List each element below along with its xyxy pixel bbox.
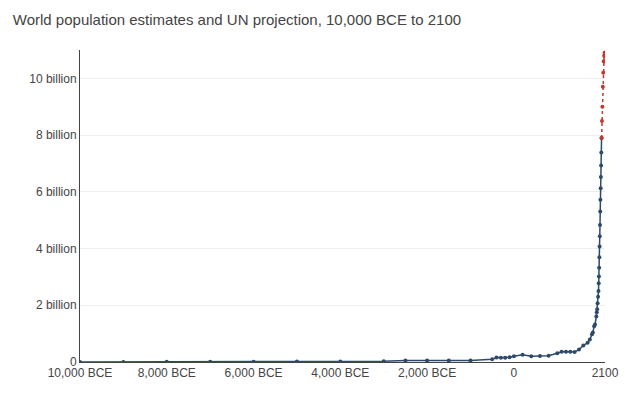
svg-text:2 billion: 2 billion bbox=[36, 298, 77, 312]
svg-text:6,000 BCE: 6,000 BCE bbox=[225, 366, 283, 380]
svg-text:4 billion: 4 billion bbox=[36, 242, 77, 256]
svg-text:6 billion: 6 billion bbox=[36, 185, 77, 199]
svg-text:2,000 BCE: 2,000 BCE bbox=[398, 366, 456, 380]
svg-text:World population estimates and: World population estimates and UN projec… bbox=[13, 11, 461, 28]
svg-text:8 billion: 8 billion bbox=[36, 128, 77, 142]
svg-text:10,000 BCE: 10,000 BCE bbox=[48, 366, 113, 380]
svg-text:0: 0 bbox=[70, 355, 77, 369]
svg-text:4,000 BCE: 4,000 BCE bbox=[311, 366, 369, 380]
svg-text:2100: 2100 bbox=[592, 366, 619, 380]
svg-text:8,000 BCE: 8,000 BCE bbox=[138, 366, 196, 380]
svg-text:10 billion: 10 billion bbox=[29, 72, 76, 86]
svg-text:0: 0 bbox=[511, 366, 518, 380]
